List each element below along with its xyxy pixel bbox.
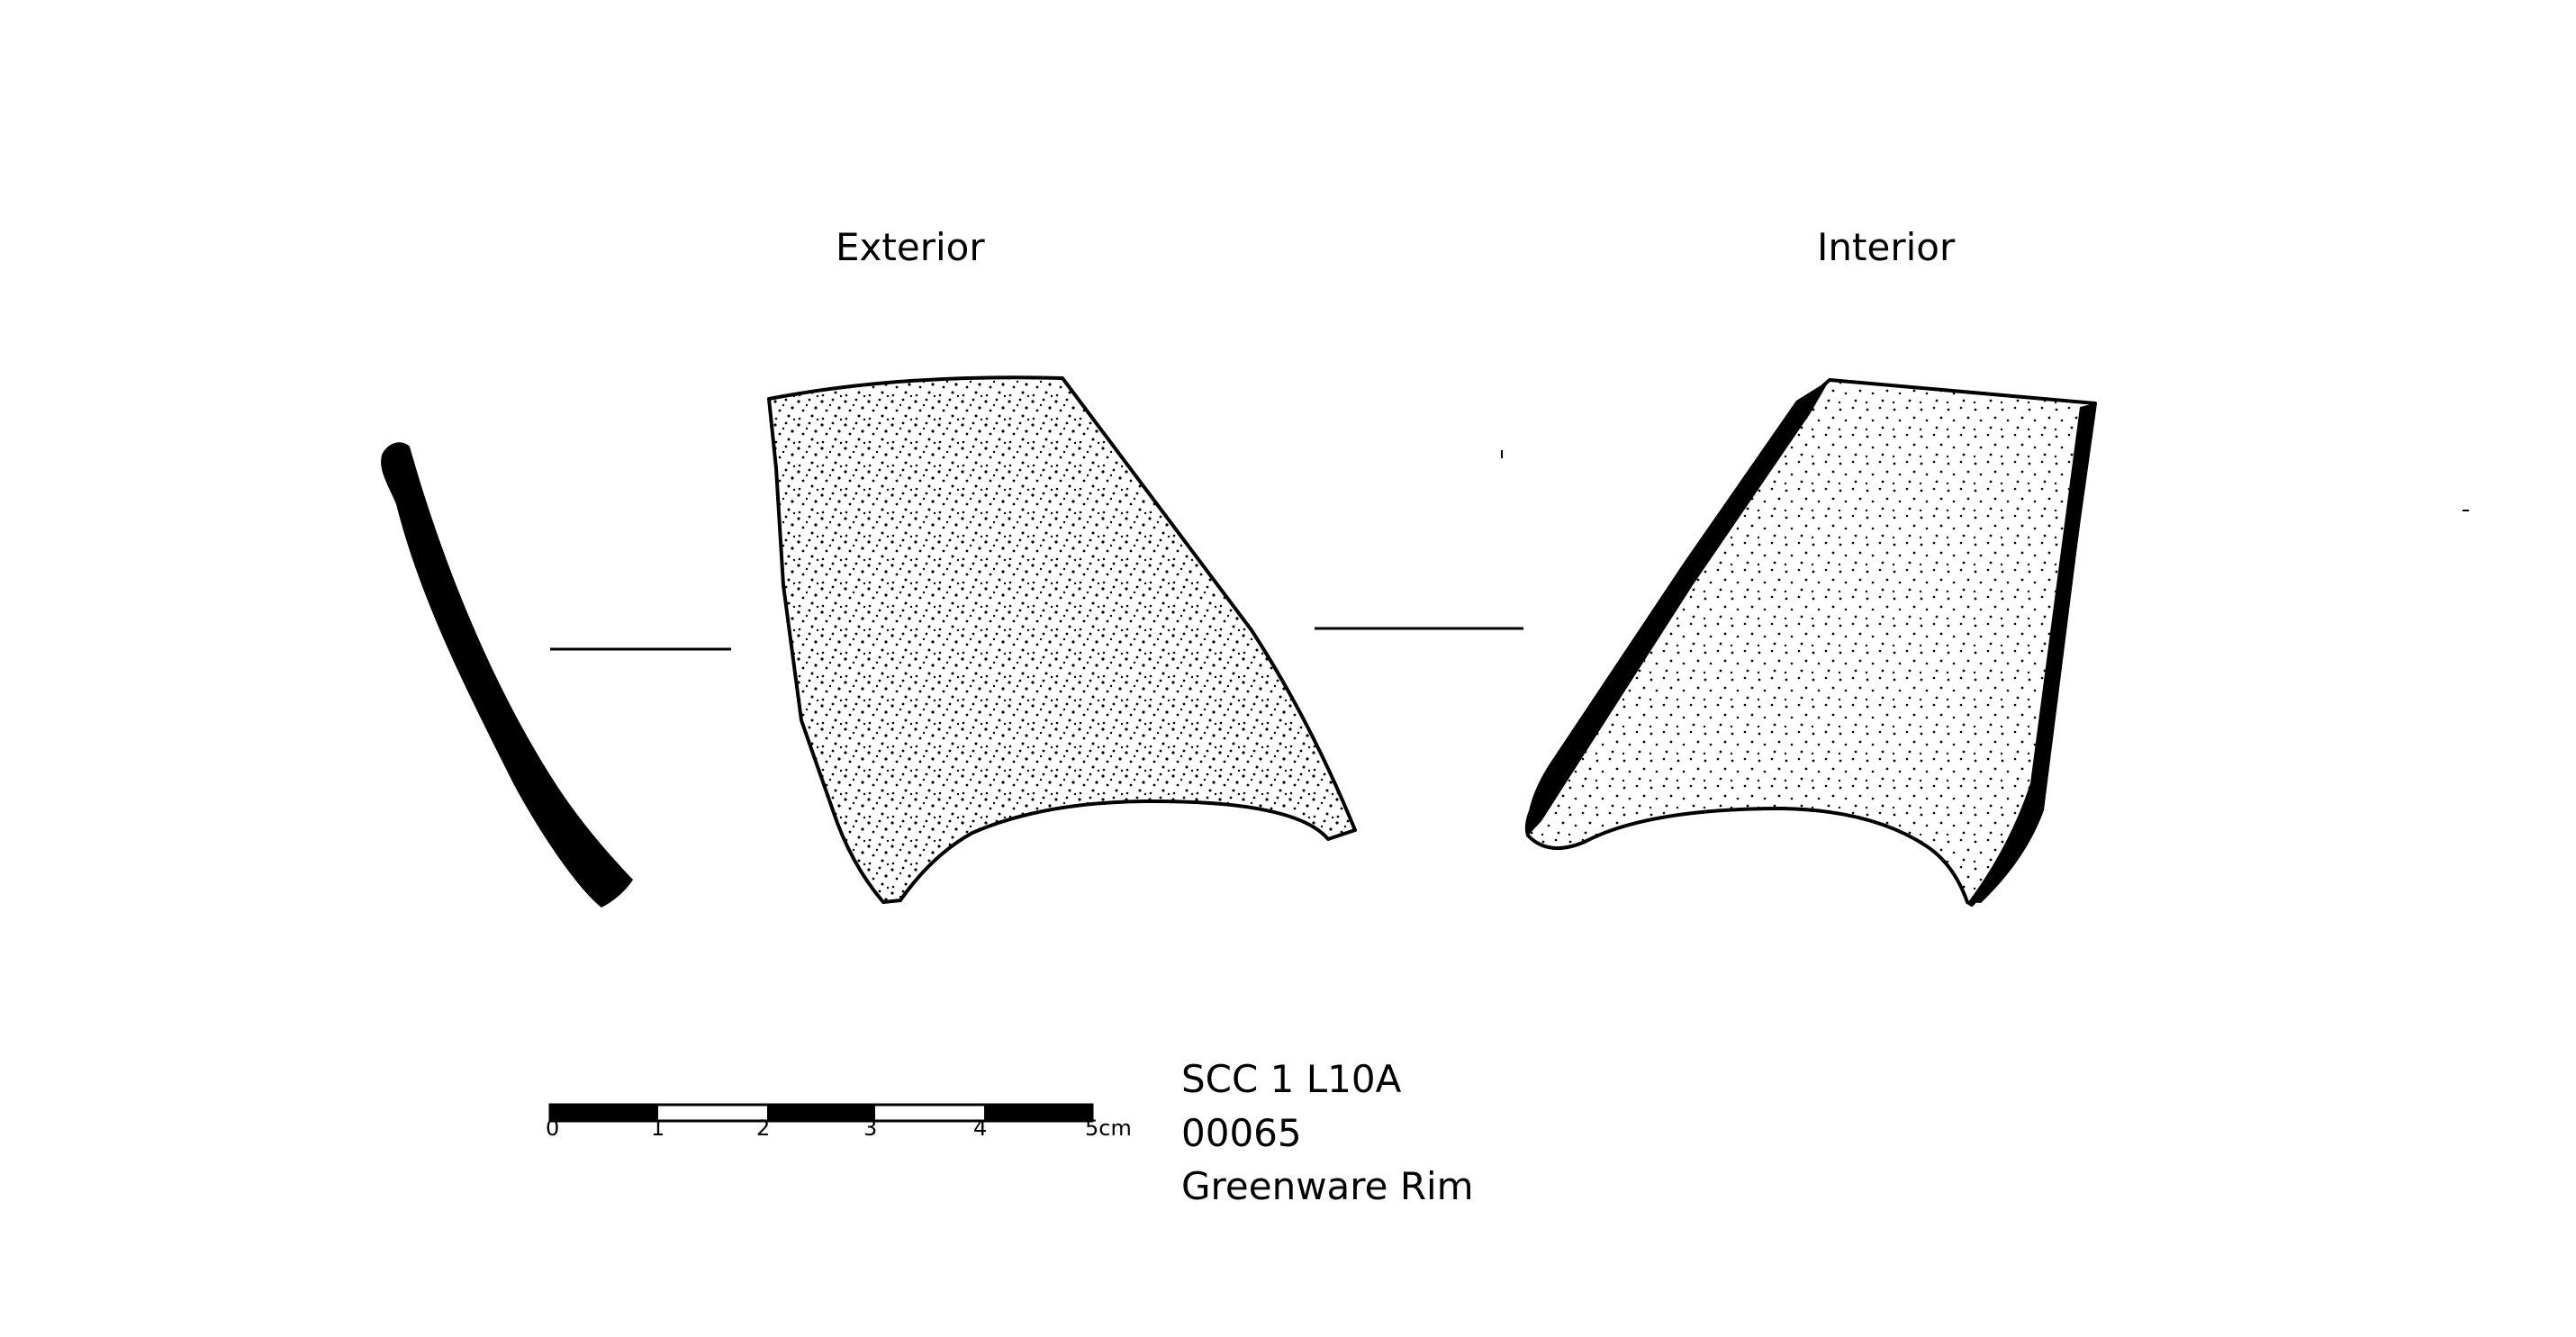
catalog-number: 00065 [1181, 1111, 1302, 1155]
scale-segment-4-5 [984, 1105, 1092, 1121]
scale-tick-label: 5cm [1085, 1116, 1132, 1141]
sherd-exterior-view [767, 375, 1357, 904]
catalog-context: SCC 1 L10A [1181, 1057, 1402, 1101]
scale-tick-label: 2 [756, 1116, 771, 1141]
exterior-label: Exterior [836, 225, 985, 269]
sherd-interior-edge-right [1968, 403, 2095, 903]
scale-bar [548, 1103, 1094, 1123]
scale-tick-label: 1 [651, 1116, 665, 1141]
scale-segment-0-1 [550, 1105, 658, 1121]
scale-segment-2-3 [767, 1105, 875, 1121]
interior-label: Interior [1817, 225, 1956, 269]
sherd-interior-view [1524, 378, 2097, 907]
catalog-description: Greenware Rim [1181, 1164, 1474, 1208]
scale-tick-label: 3 [863, 1116, 878, 1141]
scale-tick-label: 0 [546, 1116, 560, 1141]
sherd-profile [381, 442, 633, 908]
scale-tick-label: 4 [973, 1116, 988, 1141]
sherd-interior-edge-left [1527, 380, 1830, 836]
